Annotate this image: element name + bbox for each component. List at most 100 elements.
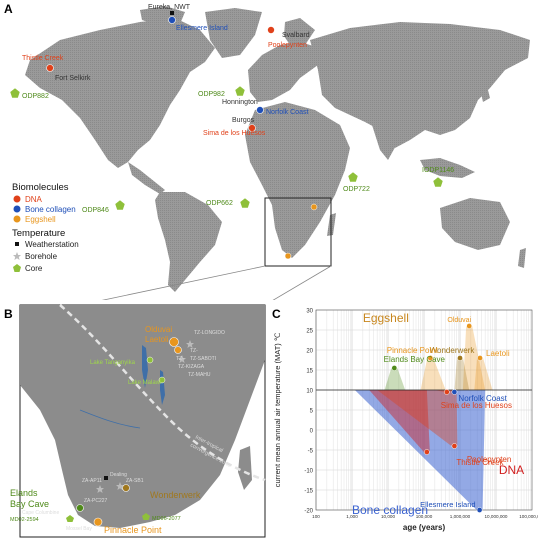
mosselbay-label: Mossel Bay (66, 526, 92, 532)
panel-b-label: B (4, 307, 13, 321)
legend: Biomolecules DNA Bone collagen Eggshell … (12, 182, 79, 273)
y-tick-label: 20 (306, 349, 313, 355)
olduvai-label: Olduvai (145, 325, 172, 334)
tanganyika-marker (146, 356, 154, 364)
indonesia (420, 158, 475, 178)
point-label: Elands Bay Cave (384, 355, 446, 364)
thistle-marker (46, 64, 54, 72)
tanganyika-label: Lake Tanganyika (90, 360, 136, 366)
itcz-line (59, 304, 266, 482)
odp982-label: ODP982 (198, 91, 225, 98)
tzkizaga-label: TZ-KIZAGA (178, 364, 205, 370)
scandinavia (284, 18, 315, 48)
tz-borehole-1 (186, 340, 194, 348)
group-label-dna: DNA (499, 463, 524, 477)
tz-label: TZ- (176, 356, 184, 362)
panel-c-label: C (272, 307, 281, 321)
capecolumbine-label: Cape Columbine (22, 510, 59, 516)
africa-marker-1 (284, 252, 292, 260)
pinnacle-marker (93, 517, 103, 527)
md022594-label: MD02-2594 (10, 517, 39, 523)
x-tick-label: 100,000,000 (519, 514, 538, 519)
x-axis-label: age (years) (403, 523, 446, 532)
data-point (427, 355, 434, 361)
odp722-label: ODP722 (343, 186, 370, 193)
fortselkirk-label: Fort Selkirk (55, 75, 91, 82)
india (372, 125, 398, 160)
south-america (155, 192, 222, 292)
y-tick-label: -15 (304, 489, 313, 495)
legend-borehole-swatch (13, 252, 21, 260)
norfolk-marker (256, 106, 264, 114)
legend-collagen-swatch (13, 205, 21, 213)
laetoli-marker (174, 346, 182, 354)
pinnacle-label: Pinnacle Point (104, 525, 162, 535)
tzsaboti-label: TZ-SABOTI (190, 356, 216, 362)
zapc227-label: ZA-PC227 (84, 498, 108, 504)
dealing-label: Dealing (110, 472, 127, 478)
md962077-marker (142, 513, 150, 520)
africa-map: Olduvai Laetoli TZ-LONGIDO TZ-KIZAGA TZ-… (10, 304, 266, 538)
data-point (466, 323, 473, 329)
legend-weatherstation-swatch (15, 242, 19, 246)
legend-borehole-label: Borehole (25, 252, 58, 261)
x-tick-label: 1,000,000 (450, 514, 471, 519)
tz-borehole-2 (178, 355, 186, 363)
central-america (128, 162, 165, 194)
legend-core-swatch (13, 264, 21, 272)
legend-biomolecules-title: Biomolecules (12, 182, 69, 193)
point-label: Pinnacle Point (387, 346, 439, 355)
tzlongido-label: TZ-LONGIDO (194, 330, 225, 336)
y-tick-label: 30 (306, 309, 313, 315)
greenland (205, 8, 262, 58)
legend-temperature-title: Temperature (12, 228, 65, 239)
y-tick-label: 5 (310, 409, 314, 415)
data-points (391, 323, 483, 513)
panel-a-label: A (4, 2, 13, 16)
data-point (443, 389, 450, 395)
sima-label: Sima de los Huesos (203, 130, 266, 137)
new-zealand (518, 248, 526, 268)
malawi-marker (158, 376, 166, 384)
y-tick-label: -5 (308, 449, 314, 455)
ellesmere-marker (168, 16, 176, 24)
elands-marker (76, 504, 84, 512)
group-label-bone-collagen: Bone collagen (352, 503, 428, 517)
odp662-label: ODP662 (206, 200, 233, 207)
shaded-band (420, 358, 446, 390)
x-tick-label: 10,000,000 (485, 514, 508, 519)
y-tick-label: -10 (304, 469, 313, 475)
y-tick-label: 25 (306, 329, 313, 335)
shaded-band (369, 390, 430, 452)
chart-bands (354, 326, 493, 510)
y-tick-labels: -20 -15 -10 -5 0 5 10 15 20 25 30 (304, 309, 313, 515)
y-tick-label: 15 (306, 369, 313, 375)
data-point (424, 449, 430, 455)
data-point (451, 389, 458, 395)
zaap11-label: ZA-AP11 (82, 478, 102, 484)
north-america (25, 18, 215, 168)
japan (478, 78, 490, 102)
y-tick-label: 10 (306, 389, 313, 395)
baycave-label: Bay Cave (10, 499, 49, 509)
wonderwerk-label: Wonderwerk (150, 490, 201, 500)
point-label: Olduvai (447, 317, 471, 324)
ellesmere-label: Ellesmere Island (176, 25, 228, 32)
odp982-marker (234, 85, 246, 97)
madagascar-zoom (238, 446, 252, 490)
data-point (457, 355, 463, 361)
eureka-marker (170, 11, 174, 15)
y-axis-label: current mean annual air temperature (MAT… (273, 332, 282, 487)
thistle-label: Thistle Creek (22, 55, 64, 62)
shaded-band (462, 326, 486, 390)
legend-collagen-label: Bone collagen (25, 205, 76, 214)
odp882-label: ODP882 (22, 93, 49, 100)
point-label: Thistle Creek (456, 458, 504, 467)
x-tick-label: 100 (312, 514, 320, 519)
y-tick-label: -20 (304, 509, 313, 515)
point-label: Poolepynten (467, 455, 511, 464)
asia (310, 22, 530, 148)
zoom-box (264, 197, 332, 267)
odp846-marker (114, 199, 126, 211)
